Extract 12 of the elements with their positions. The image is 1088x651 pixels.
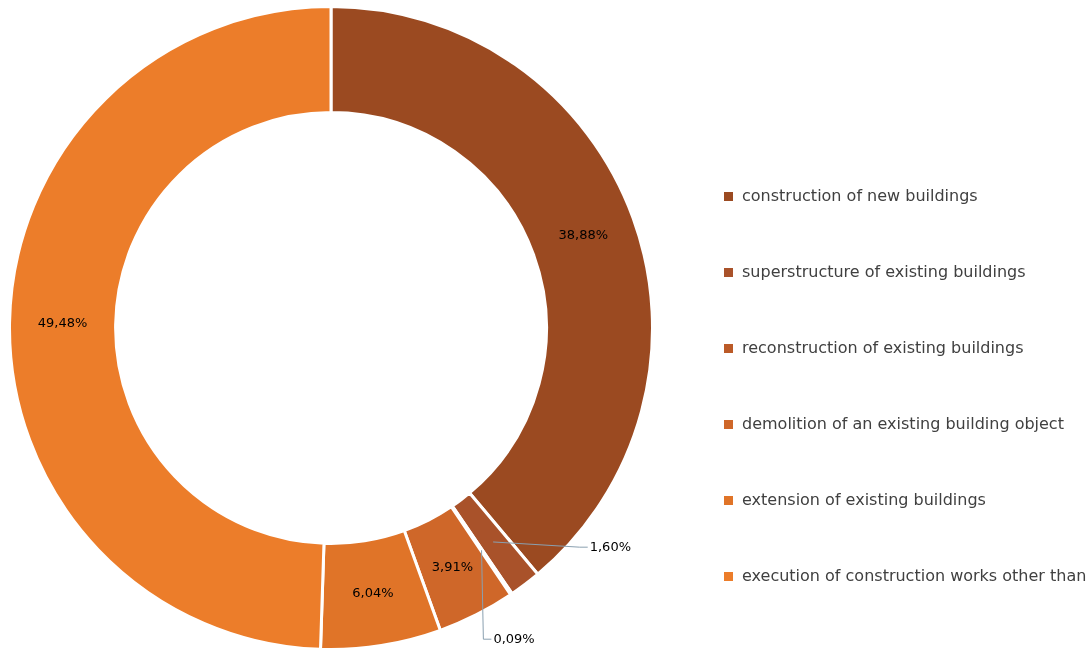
legend-label: construction of new buildings [742, 186, 978, 205]
legend-label: execution of construction works other than [742, 566, 1087, 585]
legend-label: demolition of an existing building object [742, 414, 1064, 433]
legend-label: reconstruction of existing buildings [742, 338, 1024, 357]
data-label: 38,88% [558, 227, 609, 243]
data-label: 49,48% [37, 314, 88, 330]
data-label: 6,04% [352, 584, 394, 600]
data-label: 0,09% [493, 630, 535, 646]
legend-label: superstructure of existing buildings [742, 262, 1026, 281]
data-label: 1,60% [589, 538, 632, 554]
legend-label: extension of existing buildings [742, 490, 986, 509]
data-label: 3,91% [431, 558, 474, 574]
